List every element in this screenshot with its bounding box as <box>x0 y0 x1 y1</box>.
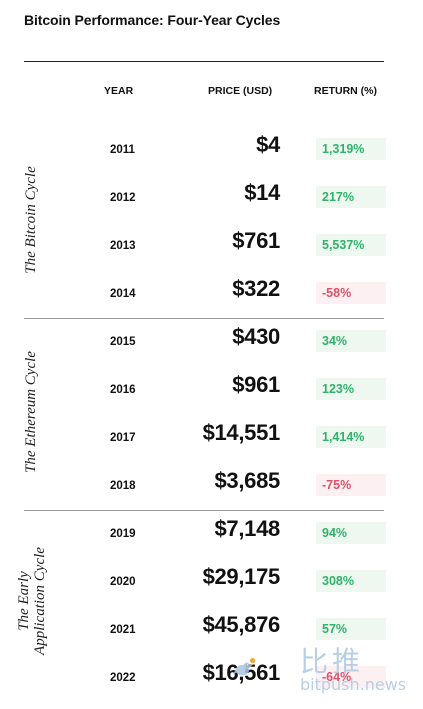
table-row: 2016 $961 123% <box>0 368 423 412</box>
watermark-text-cn: 比推 <box>300 645 365 678</box>
table-row: 2021 $45,876 57% <box>0 608 423 652</box>
year-cell: 2022 <box>110 672 136 684</box>
price-cell: $14,551 <box>202 420 281 445</box>
price-cell: $3,685 <box>214 468 281 493</box>
watermark-text-en: bitpush.news <box>300 675 407 694</box>
return-cell: 123% <box>316 378 386 400</box>
year-cell: 2018 <box>110 480 136 492</box>
year-cell: 2017 <box>110 432 136 444</box>
year-cell: 2012 <box>110 192 136 204</box>
year-cell: 2011 <box>110 144 135 156</box>
price-cell: $29,175 <box>202 564 281 589</box>
column-header-return: RETURN (%) <box>314 85 377 97</box>
price-cell: $45,876 <box>202 612 281 637</box>
return-cell: 1,319% <box>316 138 386 160</box>
price-cell: $322 <box>232 276 280 301</box>
year-cell: 2019 <box>110 528 136 540</box>
section-divider <box>24 510 384 511</box>
table-row: 2017 $14,551 1,414% <box>0 416 423 460</box>
return-cell: -58% <box>316 282 386 304</box>
table-row: 2013 $761 5,537% <box>0 224 423 268</box>
return-cell: -64% <box>316 666 386 688</box>
price-cell: $761 <box>232 228 280 253</box>
column-header-price: PRICE (USD) <box>208 85 273 97</box>
year-cell: 2021 <box>110 624 136 636</box>
chart-title: Bitcoin Performance: Four-Year Cycles <box>24 12 281 28</box>
price-cell: $7,148 <box>214 516 281 541</box>
return-cell: 1,414% <box>316 426 386 448</box>
table-row: 2011 $4 1,319% <box>0 128 423 172</box>
year-cell: 2016 <box>110 384 136 396</box>
table-row: 2020 $29,175 308% <box>0 560 423 604</box>
return-cell: 57% <box>316 618 386 640</box>
price-cell: $961 <box>232 372 280 397</box>
title-rule <box>24 61 384 62</box>
year-cell: 2015 <box>110 336 136 348</box>
table-row: 2015 $430 34% <box>0 320 423 364</box>
table-row: 2019 $7,148 94% <box>0 512 423 556</box>
section-divider <box>24 318 384 319</box>
table-row: 2012 $14 217% <box>0 176 423 220</box>
table-row: 2018 $3,685 -75% <box>0 464 423 508</box>
year-cell: 2014 <box>110 288 136 300</box>
return-cell: 5,537% <box>316 234 386 256</box>
return-cell: 94% <box>316 522 386 544</box>
price-cell: $430 <box>232 324 280 349</box>
return-cell: -75% <box>316 474 386 496</box>
return-cell: 217% <box>316 186 386 208</box>
table-row: 2022$16,561-64% <box>0 656 423 700</box>
year-cell: 2013 <box>110 240 136 252</box>
return-cell: 34% <box>316 330 386 352</box>
year-cell: 2020 <box>110 576 136 588</box>
return-cell: 308% <box>316 570 386 592</box>
column-header-year: YEAR <box>104 85 134 97</box>
table-row: 2014 $322 -58% <box>0 272 423 316</box>
bird-logo-icon <box>232 658 256 676</box>
price-cell: $4 <box>256 132 280 157</box>
price-cell: $14 <box>244 180 280 205</box>
